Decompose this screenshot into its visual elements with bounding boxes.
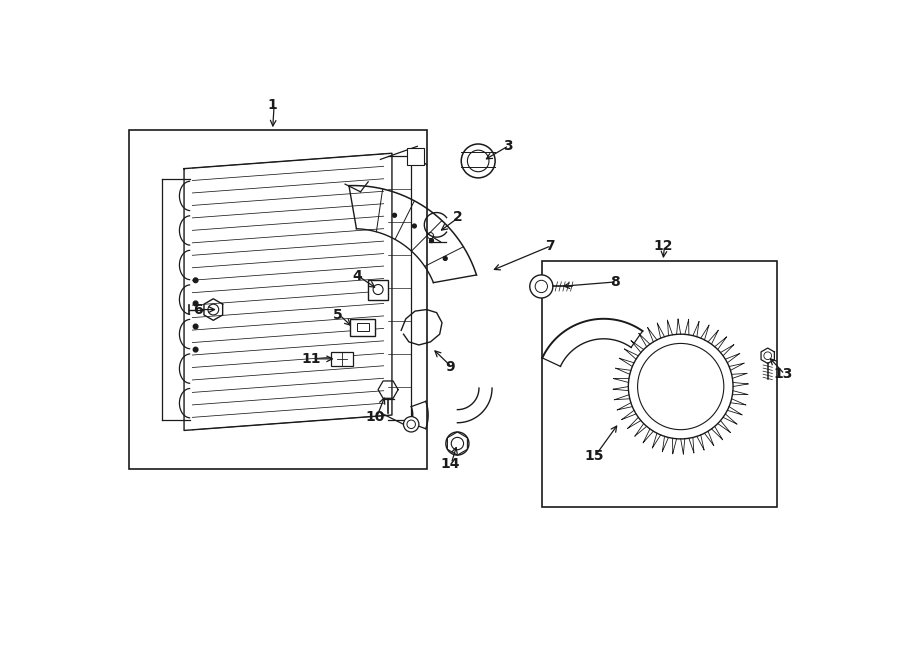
Text: 5: 5 [333,308,343,322]
Circle shape [194,301,198,305]
Text: 12: 12 [653,239,672,253]
Text: 7: 7 [545,239,554,253]
Circle shape [444,256,447,260]
Text: 4: 4 [353,270,362,284]
Text: 2: 2 [453,210,463,224]
Text: 10: 10 [365,410,384,424]
Bar [331,352,353,366]
Circle shape [446,432,469,455]
Text: 3: 3 [502,139,512,153]
Circle shape [461,144,495,178]
Circle shape [412,224,417,228]
Circle shape [392,214,397,217]
Bar [356,323,369,331]
Text: 1: 1 [267,98,277,112]
Circle shape [530,275,553,298]
Circle shape [467,150,489,172]
Text: 14: 14 [440,457,459,471]
Text: 8: 8 [610,275,620,289]
Text: 11: 11 [302,352,321,366]
Bar [350,319,375,336]
Bar [408,148,424,165]
Bar [368,280,388,299]
Circle shape [194,324,198,329]
Text: 6: 6 [194,303,202,317]
Circle shape [403,416,418,432]
Circle shape [429,239,434,243]
Bar [542,261,777,508]
Circle shape [194,278,198,283]
Bar [129,130,427,469]
Text: 13: 13 [773,368,793,381]
Text: 15: 15 [584,449,603,463]
Text: 9: 9 [445,360,455,373]
Circle shape [194,347,198,352]
